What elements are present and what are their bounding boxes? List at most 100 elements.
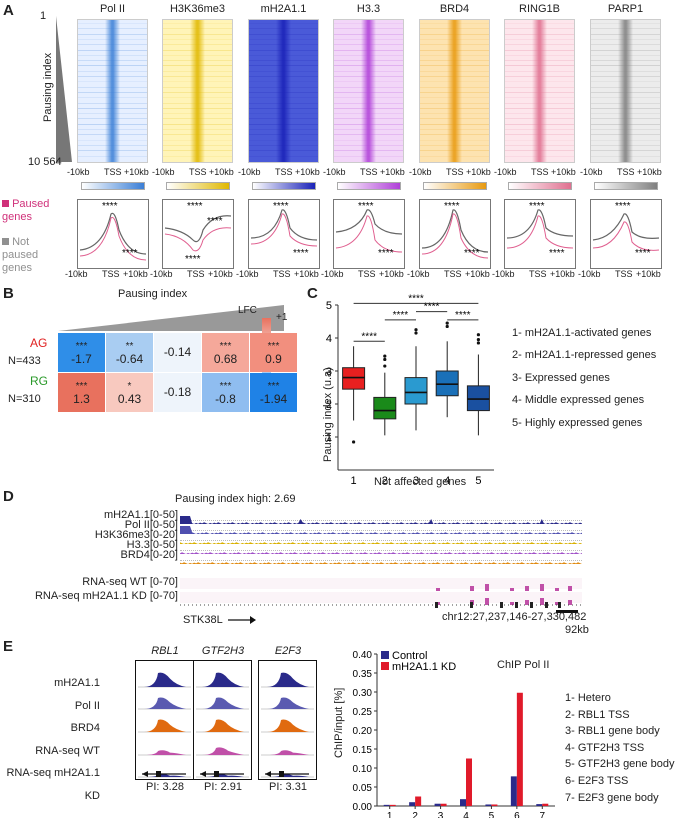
boxplot-legend-2: 2- mH2A1.1-repressed genes [512, 349, 657, 362]
rna-track-label: RNA-seq mH2A1.1 KD [0-70] [34, 590, 178, 602]
bar-x-tick-label: 3 [438, 811, 444, 818]
outlier-point [383, 357, 387, 362]
sig-label-side: **** [464, 248, 480, 259]
x-tick-label: 2 [382, 475, 388, 487]
profile-plot: **** **** [506, 201, 574, 259]
bar-kd [389, 804, 396, 806]
pausing-index-axis-label: Pausing index [42, 52, 54, 122]
x-tick-mid: TSS [531, 167, 549, 177]
x-tick-mid: TSS [446, 167, 464, 177]
colorbar-7 [594, 182, 658, 190]
bar-y-tick-label: 0.40 [353, 650, 373, 661]
y-tick-label: 1 [326, 432, 332, 444]
row-label-ag: AG N=433 [8, 336, 56, 367]
chip-list-2: 2- RBL1 TSS [565, 708, 630, 721]
sig-label-side: **** [549, 248, 565, 259]
lfc-cell-value: -0.14 [163, 345, 192, 359]
igv-signal [180, 526, 582, 534]
legend-not-paused: Not paused genes [2, 236, 62, 275]
bar-x-tick-label: 2 [412, 811, 418, 818]
bar-y-tick-label: 0.05 [353, 783, 373, 794]
chip-list-5: 5- GTF2H3 gene body [565, 758, 675, 771]
sig-label-top: **** [358, 201, 374, 212]
x-tick-left: -10kb [323, 167, 346, 177]
profile-x-mid: TSS [444, 269, 462, 279]
gene-label: STK38L [183, 614, 223, 626]
chip-title: ChIP Pol II [497, 659, 550, 671]
heatmap-tss-signal [361, 20, 376, 162]
bar-y-tick-label: 0.20 [353, 726, 373, 737]
track-title: PARP1 [607, 3, 644, 15]
lfc-cell-stars: ** [125, 340, 134, 352]
igv-track-label: Pol II[0-50] [124, 519, 178, 531]
paused-profile-line [506, 215, 574, 249]
profile-7: **** **** [590, 199, 662, 269]
gene-model [180, 602, 582, 613]
igv-signal [180, 562, 582, 564]
igv-signal [180, 542, 582, 544]
colorbar-1 [81, 182, 145, 190]
rna-track-label: RNA-seq WT [0-70] [82, 576, 178, 588]
heatmap-tss-signal [276, 20, 291, 162]
rna-signal [436, 584, 572, 591]
track-title: H3K36me3 [169, 3, 226, 15]
rna-peak [470, 586, 474, 591]
rna-peak [485, 598, 489, 605]
e-track-name-1: mH2A1.1 [54, 677, 100, 689]
igv-track-5 [180, 551, 582, 564]
rna-track-1 [180, 578, 582, 591]
profile-x-left: -10kb [150, 269, 173, 279]
bar-control [536, 804, 543, 806]
bar-kd [415, 796, 422, 806]
igv-track-1 [180, 511, 582, 524]
gene-exon [279, 771, 284, 777]
outlier-point [445, 324, 449, 329]
gene-box-2 [193, 660, 252, 780]
x-tick-mid: TSS [275, 167, 293, 177]
boxplot-legend-3: 3- Expressed genes [512, 371, 610, 384]
chip-list-4: 4- GTF2H3 TSS [565, 741, 645, 754]
lfc-cell-value: 0.68 [213, 351, 238, 366]
rna-peak [555, 588, 559, 591]
x-tick-mid: TSS [104, 167, 122, 177]
profile-plot: **** **** [592, 201, 660, 259]
pi-label: PI: 2.91 [204, 781, 242, 793]
x-tick-mid: TSS [189, 167, 207, 177]
legend-paused: Paused genes [2, 198, 62, 224]
box-5 [466, 385, 490, 412]
chip-list-6: 6- E2F3 TSS [565, 774, 629, 787]
igv-signal-path [180, 542, 582, 544]
paused-profile-line [250, 213, 318, 247]
profile-x-right: +10kb [465, 269, 490, 279]
lfc-cell: *** 0.9 [250, 333, 297, 372]
ag-n: N=433 [8, 355, 41, 367]
chip-list-7: 7- E2F3 gene body [565, 791, 659, 804]
outlier-point [383, 364, 387, 368]
sig-label-top: **** [102, 201, 118, 212]
profile-plot: **** **** [79, 201, 147, 261]
rna-peak [525, 600, 529, 605]
x-tick-left: -10kb [238, 167, 261, 177]
profile-plot: **** **** [335, 201, 403, 259]
bar-legend-label: Control [392, 650, 427, 662]
profile-x-left: -10kb [65, 269, 88, 279]
sig-label-top: **** [615, 201, 631, 212]
gene-track-peak [267, 750, 309, 755]
colorbar-2 [166, 182, 230, 190]
rna-peak [510, 602, 514, 605]
bar-y-tick-label: 0.25 [353, 707, 373, 718]
sig-label-side: **** [378, 248, 394, 259]
lfc-cell: *** -0.8 [202, 373, 249, 412]
lfc-cell: *** -1.7 [58, 333, 105, 372]
panel-c-label: C [307, 285, 318, 302]
bar-control [434, 803, 441, 806]
lfc-cell-value: -1.94 [259, 391, 288, 406]
heatmap-4 [333, 19, 404, 163]
box-3 [404, 377, 428, 405]
coords-label: chr12:27,237,146-27,330,482 [442, 611, 587, 623]
outlier-point [476, 333, 480, 337]
lfc-cell: *** -1.94 [250, 373, 297, 412]
x-tick-left: -10kb [494, 167, 517, 177]
panel-e-label: E [3, 638, 14, 655]
bar-y-tick-label: 0.00 [353, 802, 373, 813]
